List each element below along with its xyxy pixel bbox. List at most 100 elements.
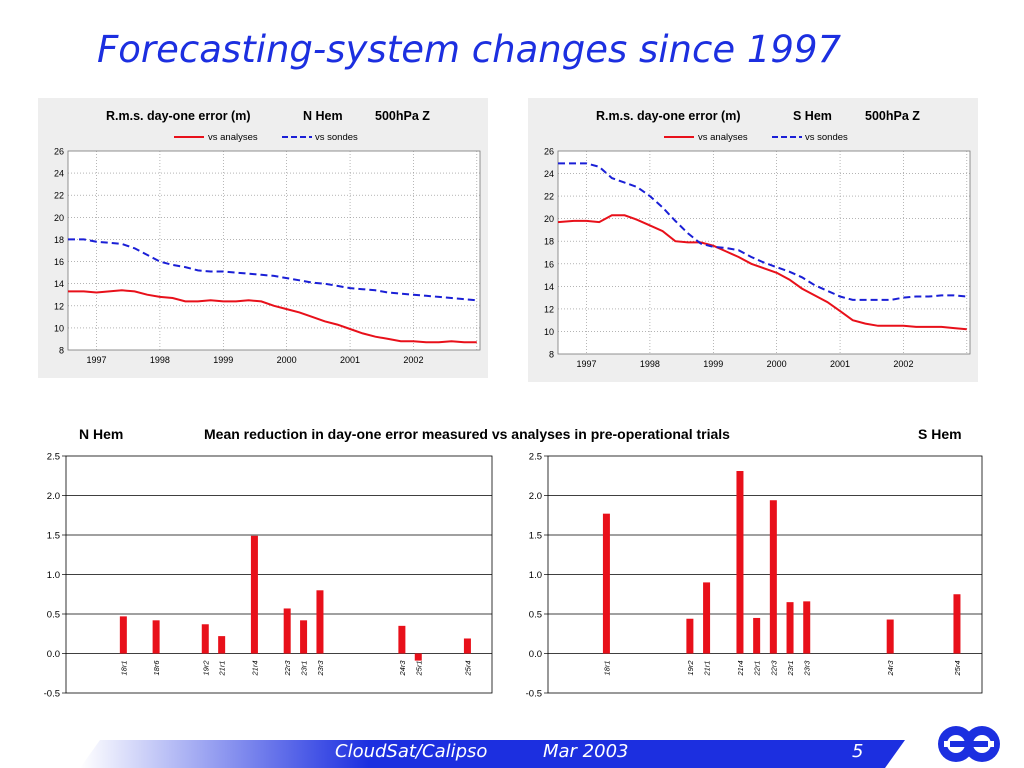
bar-chart-n-hem: -0.5 0.0 0.5 1.0 1.5 2.0 2.5 18r1 18r6 19r2 21r1 21… <box>44 452 493 700</box>
footer-event: CloudSat/Calipso <box>335 741 488 762</box>
x-tick-label: 2002 <box>893 359 913 369</box>
chart-title: R.m.s. day-one error (m) <box>106 109 250 123</box>
y-tick-label: 2.5 <box>47 452 60 463</box>
bar-21r4 <box>736 471 744 654</box>
y-tick-label: 16 <box>544 259 554 269</box>
chart-level: 500hPa Z <box>375 109 430 123</box>
x-tick-label: 21r4 <box>736 661 745 677</box>
x-tick-label: 18r6 <box>152 660 161 676</box>
y-tick-label: 8 <box>59 346 64 356</box>
y-tick-label: 8 <box>549 350 554 360</box>
bar-25r1 <box>414 653 422 661</box>
bar-22r1 <box>753 617 761 654</box>
plot-area <box>557 150 971 355</box>
series-line-vs-sondes <box>68 238 477 302</box>
x-tick-label: 2000 <box>767 359 787 369</box>
x-tick-label: 19r2 <box>201 660 210 676</box>
y-tick-label: 1.0 <box>529 570 542 581</box>
x-tick-label: 2001 <box>830 359 850 369</box>
bar-23r1 <box>300 620 308 654</box>
x-tick-label: 21r1 <box>218 661 227 677</box>
bar-23r3 <box>803 601 811 654</box>
bar-18r6 <box>152 620 160 654</box>
x-tick-label: 1999 <box>213 355 233 365</box>
series-line-vs-sondes <box>558 162 967 301</box>
line-chart-n-hem: R.m.s. day-one error (m) N Hem 500hPa Z vs … <box>38 98 488 378</box>
bar-25r4 <box>463 638 471 654</box>
x-tick-label: 2001 <box>340 355 360 365</box>
x-tick-label: 1999 <box>703 359 723 369</box>
x-tick-label: 1997 <box>87 355 107 365</box>
bar-header-n-hem: N Hem <box>79 426 123 442</box>
x-tick-label: 22r1 <box>753 661 762 677</box>
y-tick-label: 22 <box>54 191 64 201</box>
y-tick-label: 12 <box>544 304 554 314</box>
y-tick-label: -0.5 <box>526 689 542 700</box>
bar-23r3 <box>316 590 324 654</box>
bar-section-header: N Hem Mean reduction in day-one error me… <box>79 426 962 442</box>
bar-21r1 <box>218 636 226 654</box>
y-tick-label: 26 <box>54 147 64 157</box>
x-tick-label: 22r3 <box>769 660 778 677</box>
bar-chart-s-hem: -0.5 0.0 0.5 1.0 1.5 2.0 2.5 18r1 19r2 21r1 21r4 22… <box>526 452 983 700</box>
y-tick-label: 14 <box>544 282 554 292</box>
series-line-vs-analyses <box>68 289 477 344</box>
y-tick-label: 12 <box>54 301 64 311</box>
line-chart-s-hem: R.m.s. day-one error (m) S Hem 500hPa Z vs … <box>528 98 978 382</box>
legend-label-analyses: vs analyses <box>208 132 258 143</box>
legend-label-analyses: vs analyses <box>698 132 748 143</box>
y-tick-label: 0.0 <box>47 649 60 660</box>
bar-19r2 <box>201 624 209 654</box>
x-tick-label: 18r1 <box>602 661 611 676</box>
y-tick-label: -0.5 <box>44 689 60 700</box>
chart-hemisphere: S Hem <box>793 109 832 123</box>
x-tick-label: 1998 <box>150 355 170 365</box>
x-tick-label: 18r1 <box>119 661 128 676</box>
chart-title: R.m.s. day-one error (m) <box>596 109 740 123</box>
bar-24r3 <box>886 619 894 654</box>
y-tick-label: 10 <box>544 327 554 337</box>
x-tick-label: 22r3 <box>283 660 292 677</box>
y-tick-label: 24 <box>544 169 554 179</box>
y-tick-label: 0.5 <box>47 610 60 621</box>
bar-22r3 <box>283 608 291 654</box>
x-tick-label: 24r3 <box>886 660 895 677</box>
y-tick-label: 18 <box>544 237 554 247</box>
y-tick-label: 24 <box>54 169 64 179</box>
y-tick-label: 22 <box>544 192 554 202</box>
bar-25r4 <box>953 594 961 654</box>
x-tick-label: 23r1 <box>300 661 309 677</box>
footer-date: Mar 2003 <box>543 741 629 762</box>
bar-header-title: Mean reduction in day-one error measured… <box>204 426 730 442</box>
bar-24r3 <box>398 625 406 654</box>
footer-page-number: 5 <box>852 741 864 762</box>
x-tick-label: 21r4 <box>250 661 259 677</box>
x-tick-label: 2002 <box>403 355 423 365</box>
series-line-vs-analyses <box>557 214 967 331</box>
bar-19r2 <box>686 618 694 654</box>
y-tick-label: 0.5 <box>529 610 542 621</box>
y-tick-label: 20 <box>544 214 554 224</box>
bar-18r1 <box>119 616 127 654</box>
y-tick-label: 2.0 <box>47 491 60 502</box>
bar-23r1 <box>786 602 794 654</box>
x-tick-label: 1997 <box>577 359 597 369</box>
y-tick-label: 16 <box>54 257 64 267</box>
x-tick-label: 25r4 <box>463 661 472 677</box>
y-tick-label: 18 <box>54 235 64 245</box>
slide-title: Forecasting-system changes since 1997 <box>97 28 842 71</box>
x-tick-label: 23r1 <box>786 661 795 677</box>
x-tick-label: 23r3 <box>316 660 325 677</box>
x-tick-label: 25r1 <box>414 661 423 677</box>
y-tick-label: 1.5 <box>47 531 60 542</box>
y-tick-label: 1.0 <box>47 570 60 581</box>
y-tick-label: 1.5 <box>529 531 542 542</box>
y-tick-label: 10 <box>54 323 64 333</box>
y-tick-label: 2.5 <box>529 452 542 463</box>
bar-18r1 <box>602 513 610 654</box>
x-tick-label: 25r4 <box>953 661 962 677</box>
y-tick-label: 20 <box>54 213 64 223</box>
y-tick-label: 14 <box>54 279 64 289</box>
chart-hemisphere: N Hem <box>303 109 343 123</box>
